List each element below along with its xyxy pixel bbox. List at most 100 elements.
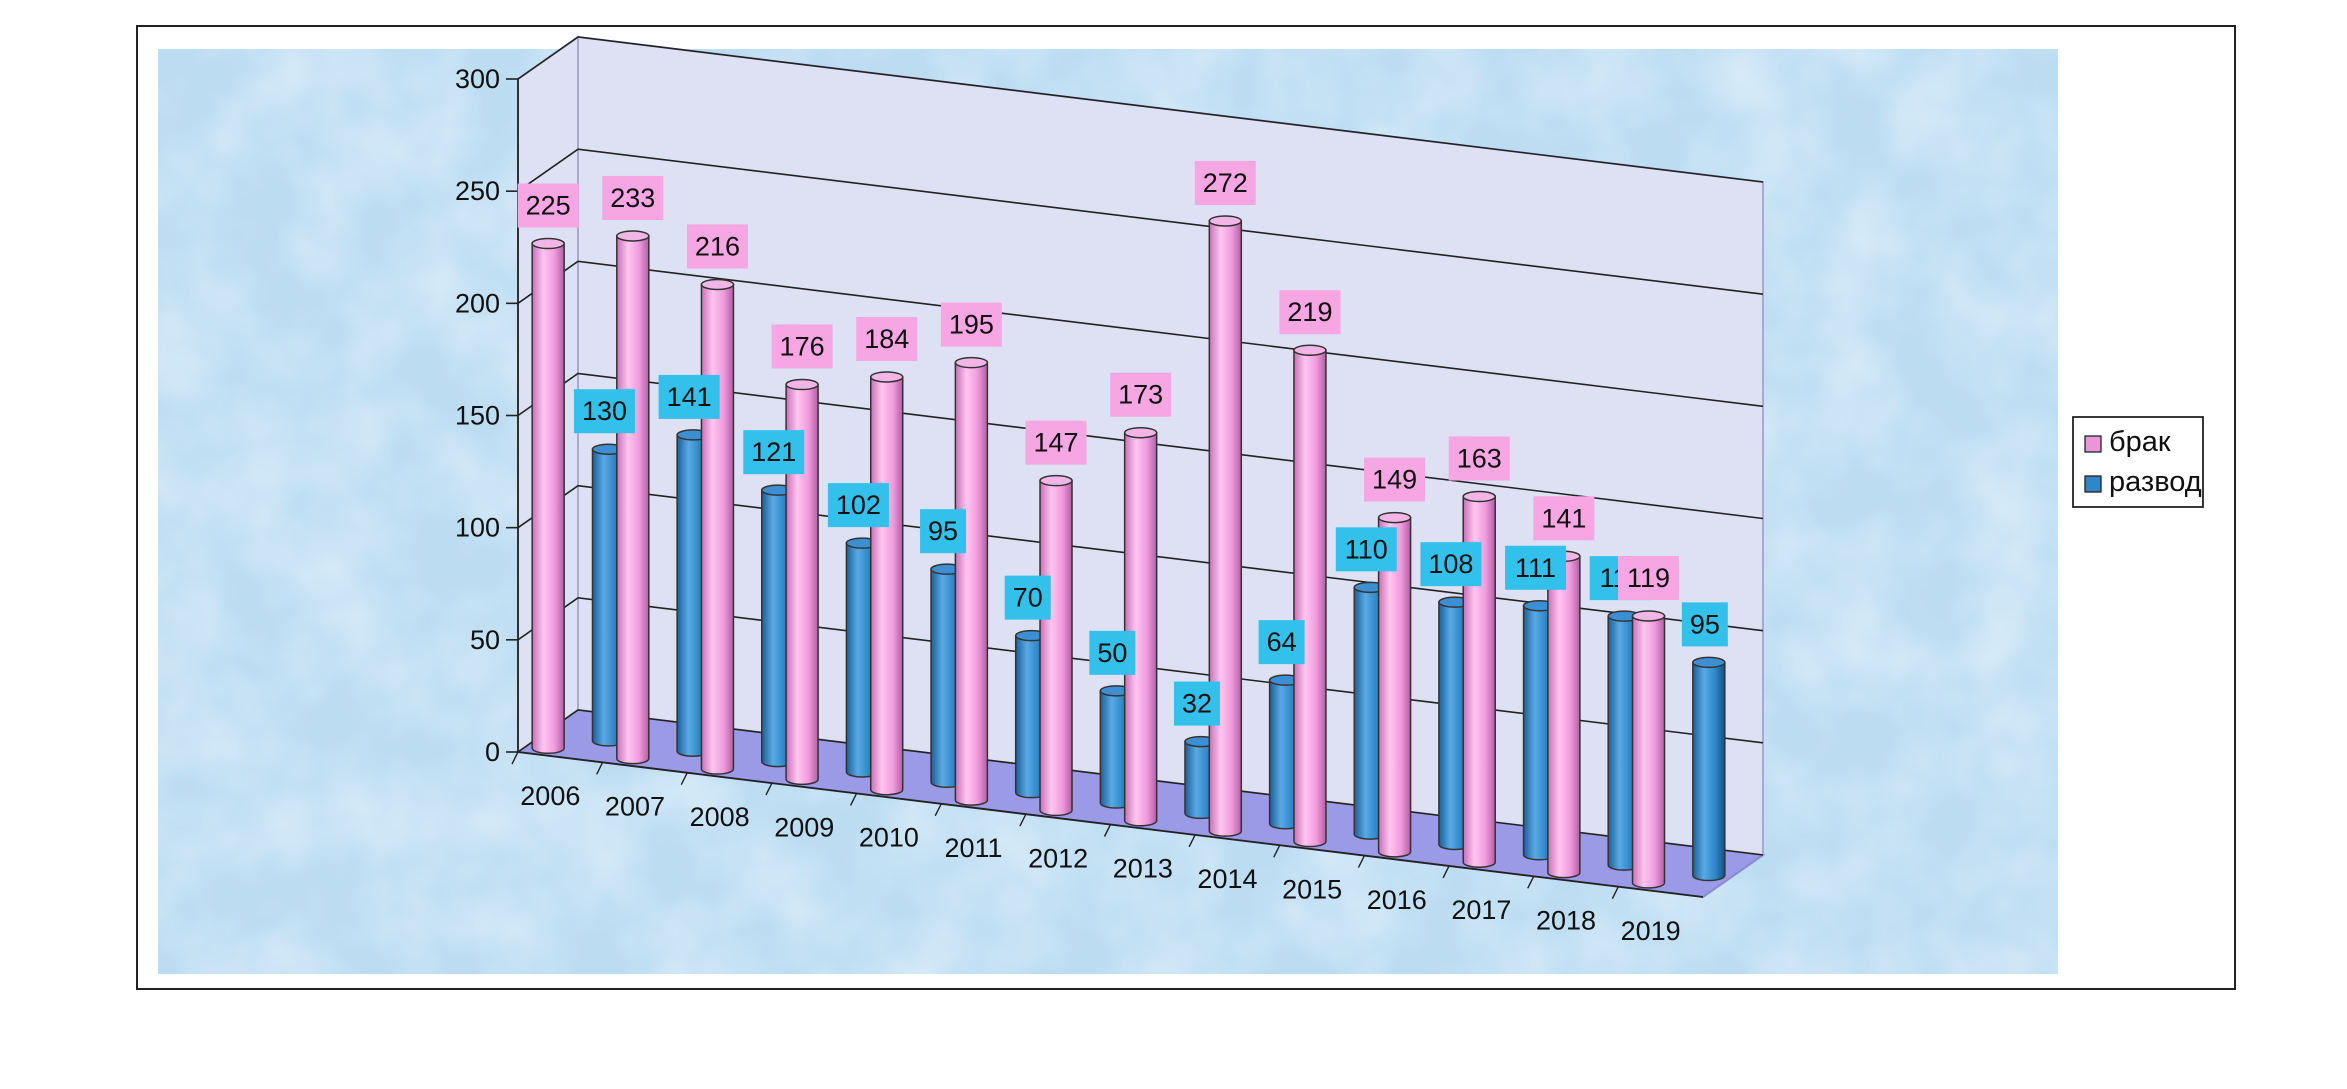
data-label-brak-text: 272 xyxy=(1203,168,1248,198)
data-label-razvod-bg xyxy=(1258,620,1305,665)
data-label-brak-text: 184 xyxy=(864,324,909,354)
legend-label: развод xyxy=(2109,466,2202,498)
data-label-razvod-text: 110 xyxy=(1345,534,1388,564)
x-tick-mark xyxy=(765,782,773,796)
bar-brak-top xyxy=(1631,610,1666,622)
data-label-brak-text: 147 xyxy=(1033,428,1078,458)
bar-brak-top xyxy=(1293,344,1327,356)
bar-brak-top xyxy=(700,278,735,291)
x-tick-mark xyxy=(1442,865,1450,879)
data-label-brak-bg xyxy=(1025,420,1087,465)
data-label-brak-bg xyxy=(771,324,833,369)
x-tick-label: 2015 xyxy=(1282,874,1342,904)
bar-brak-top xyxy=(531,237,565,250)
data-label-brak: 225 xyxy=(517,183,579,228)
data-label-brak: 173 xyxy=(1110,372,1172,417)
data-label-brak-bg xyxy=(1448,436,1510,481)
x-tick-mark xyxy=(934,803,942,817)
data-label-brak-bg xyxy=(1618,555,1680,600)
data-label-razvod-bg xyxy=(743,430,805,475)
y-axis: 0 50 100 150 200 250 300 xyxy=(455,64,519,767)
bar-brak xyxy=(1123,426,1158,827)
y-tick-label: 50 xyxy=(470,625,500,655)
bar-brak xyxy=(954,356,989,806)
bar-brak-body xyxy=(616,235,650,765)
data-label-brak-text: 195 xyxy=(949,310,994,340)
bar-brak xyxy=(1039,474,1073,817)
data-label-brak-bg xyxy=(940,302,1002,347)
data-label-brak-text: 233 xyxy=(610,183,655,213)
data-label-brak: 163 xyxy=(1448,436,1510,481)
data-label-razvod-bg xyxy=(1505,545,1567,590)
gridline xyxy=(517,148,1764,295)
x-tick-label: 2017 xyxy=(1451,895,1511,925)
x-tick-label: 2014 xyxy=(1197,864,1257,894)
bar-brak-body xyxy=(1547,555,1581,879)
legend-swatch xyxy=(2084,435,2102,453)
data-label-razvod-bg xyxy=(1173,681,1220,726)
x-tick-mark xyxy=(1527,875,1535,889)
legend-swatch xyxy=(2084,475,2102,493)
y-tick-label: 150 xyxy=(455,401,500,431)
bar-brak xyxy=(869,371,904,796)
data-label-razvod-text: 130 xyxy=(582,396,627,426)
data-label-razvod-bg xyxy=(1420,542,1482,587)
bar-brak xyxy=(1462,490,1496,868)
x-tick-label: 2010 xyxy=(859,823,919,853)
data-label-brak: 216 xyxy=(686,224,748,269)
x-tick-label: 2006 xyxy=(520,781,580,811)
x-tick-mark xyxy=(849,793,858,806)
data-label-razvod-bg xyxy=(658,374,720,419)
bar-brak-body xyxy=(785,383,819,786)
bar-brak-body xyxy=(1039,479,1073,817)
data-label-razvod: 121 xyxy=(743,430,805,475)
data-label-razvod-text: 95 xyxy=(928,516,958,546)
x-tick-label: 2018 xyxy=(1536,905,1596,935)
data-label-brak: 141 xyxy=(1533,496,1595,541)
data-label-razvod-bg xyxy=(920,509,967,554)
bar-brak-body xyxy=(1377,516,1412,858)
bar-brak xyxy=(1547,550,1581,879)
bar-brak xyxy=(1631,610,1666,889)
bar-brak-top xyxy=(1039,474,1073,487)
x-tick-label: 2012 xyxy=(1028,843,1088,873)
data-label-razvod-bg xyxy=(827,483,889,528)
data-label-razvod: 95 xyxy=(920,509,967,554)
data-label-razvod: 141 xyxy=(658,374,720,419)
bar-brak-top xyxy=(954,356,989,369)
x-tick-mark xyxy=(1188,834,1196,848)
data-label-razvod: 32 xyxy=(1173,681,1220,726)
legend-item: развод xyxy=(2084,466,2202,498)
bar-brak-top xyxy=(1462,490,1496,503)
x-tick-mark xyxy=(1357,855,1366,868)
data-label-razvod: 111 xyxy=(1505,545,1567,590)
x-tick-label: 2009 xyxy=(774,812,834,842)
bar-razvod xyxy=(1692,656,1726,882)
legend-item: брак xyxy=(2084,426,2171,458)
x-axis: 2006 2007 2008 2009 2010 2011 2012 2013 2014 2015… xyxy=(511,751,1704,946)
data-label-brak: 233 xyxy=(602,175,664,220)
data-label-brak: 184 xyxy=(856,316,918,361)
bar-brak xyxy=(700,278,735,775)
bar-brak-body xyxy=(1208,220,1243,837)
data-label-brak: 272 xyxy=(1194,160,1256,205)
data-label-razvod-text: 95 xyxy=(1690,609,1720,639)
data-label-razvod-text: 141 xyxy=(667,382,712,412)
x-tick-mark xyxy=(680,772,688,786)
bar-brak-body xyxy=(700,283,735,775)
bar-brak xyxy=(1208,215,1243,837)
data-label-razvod: 95 xyxy=(1681,602,1728,647)
data-label-razvod-bg xyxy=(1681,602,1728,647)
data-label-brak-bg xyxy=(686,224,748,269)
data-label-brak-text: 149 xyxy=(1372,465,1417,495)
gridline xyxy=(517,36,1764,183)
bar-brak-top xyxy=(1208,215,1243,227)
data-label-brak-text: 216 xyxy=(695,231,740,261)
data-label-razvod: 130 xyxy=(573,389,635,434)
data-label-razvod-text: 102 xyxy=(836,490,881,520)
bar-brak-top xyxy=(785,378,819,391)
y-tick-label: 0 xyxy=(485,737,500,767)
data-label-brak-text: 176 xyxy=(780,332,825,362)
data-label-razvod-bg xyxy=(573,389,635,434)
